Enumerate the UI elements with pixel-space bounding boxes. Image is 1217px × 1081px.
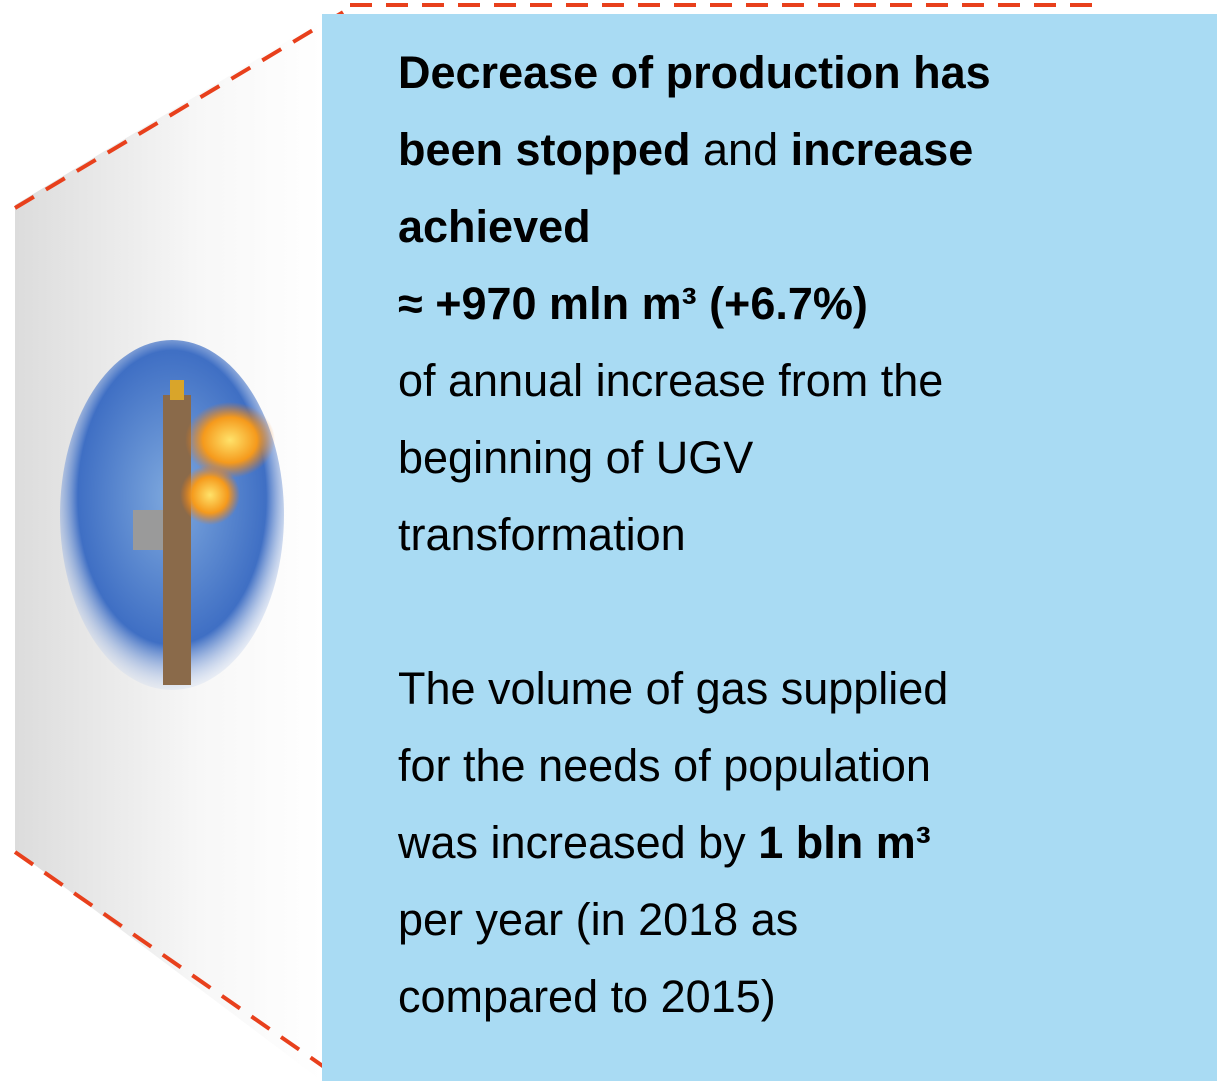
text-line: ≈ +970 mln m³ (+6.7%): [398, 265, 1213, 342]
text-line: The volume of gas supplied: [398, 650, 1213, 727]
text-line: Decrease of production has: [398, 34, 1213, 111]
bold-text: achieved: [398, 201, 591, 252]
bold-text: been stopped: [398, 124, 691, 175]
text: per year (in 2018 as: [398, 894, 798, 945]
text: The volume of gas supplied: [398, 663, 948, 714]
text-line: compared to 2015): [398, 958, 1213, 1035]
text-line: transformation: [398, 496, 1213, 573]
text: transformation: [398, 509, 686, 560]
rig-part: [133, 510, 163, 550]
flame: [185, 402, 275, 478]
text: and: [691, 124, 791, 175]
paragraph: Decrease of production has been stopped a…: [398, 34, 1213, 573]
text: was increased by: [398, 817, 758, 868]
text-line: been stopped and increase: [398, 111, 1213, 188]
rig-top: [170, 380, 184, 400]
slide: Decrease of production has been stopped a…: [0, 0, 1217, 1081]
text-line: of annual increase from the: [398, 342, 1213, 419]
bold-text: 1 bln m³: [758, 817, 931, 868]
text-line: per year (in 2018 as: [398, 881, 1213, 958]
text: for the needs of population: [398, 740, 931, 791]
bold-text: Decrease of production has: [398, 47, 991, 98]
bold-text: increase: [791, 124, 974, 175]
text-line: was increased by 1 bln m³: [398, 804, 1213, 881]
text: compared to 2015): [398, 971, 776, 1022]
paragraph: The volume of gas supplied for the needs …: [398, 650, 1213, 1035]
text-block: Decrease of production has been stopped a…: [398, 34, 1213, 1035]
text: of annual increase from the: [398, 355, 943, 406]
text-line: beginning of UGV: [398, 419, 1213, 496]
text-line: for the needs of population: [398, 727, 1213, 804]
text: beginning of UGV: [398, 432, 753, 483]
bold-text: ≈ +970 mln m³ (+6.7%): [398, 278, 868, 329]
text-line: achieved: [398, 188, 1213, 265]
flame: [180, 465, 240, 525]
